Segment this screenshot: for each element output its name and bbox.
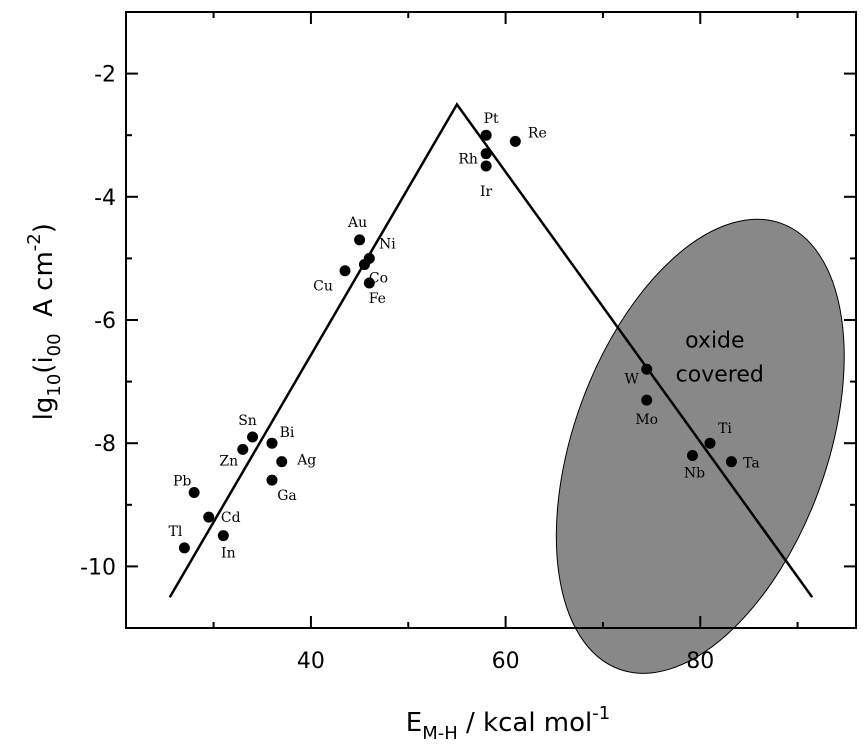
x-tick-label: 40 (297, 649, 325, 674)
x-axis-title-rest: / kcal mol (458, 708, 593, 738)
y-axis-title-sup: -2 (24, 233, 45, 251)
y-axis-title-pre: lg (29, 397, 59, 421)
y-axis-title: lg10(i00 A cm-2) (24, 198, 65, 461)
point-label-mo: Mo (635, 412, 658, 428)
y-tick-label: -2 (94, 63, 116, 88)
y-tick-label: -4 (94, 186, 116, 211)
point-label-pt: Pt (484, 111, 499, 127)
volcano-fit-line (168, 102, 814, 598)
point-label-nb: Nb (684, 466, 705, 482)
data-point-zn (237, 443, 249, 455)
data-point-co (358, 259, 370, 271)
point-label-ir: Ir (480, 184, 493, 200)
y-axis-title-sub2: 00 (44, 333, 65, 356)
y-axis-title-end: ) (29, 223, 59, 233)
point-label-sn: Sn (238, 413, 257, 429)
data-point-ir (480, 160, 492, 172)
point-label-in: In (221, 546, 236, 562)
point-label-cd: Cd (221, 510, 241, 526)
y-axis-title-post: A cm (29, 251, 59, 333)
data-point-ag (276, 456, 288, 468)
data-point-ga (266, 474, 278, 486)
region-label-covered: covered (676, 363, 764, 388)
data-point-cd (203, 511, 215, 523)
point-label-ag: Ag (296, 453, 316, 469)
point-label-ni: Ni (379, 236, 396, 252)
y-tick-label: -6 (94, 309, 116, 334)
x-tick-label: 80 (686, 649, 714, 674)
data-point-w (641, 363, 653, 375)
y-tick-label: -8 (94, 432, 116, 457)
point-label-ga: Ga (277, 488, 297, 504)
point-label-ta: Ta (743, 456, 760, 472)
region-label-oxide: oxide (685, 329, 744, 354)
point-label-cu: Cu (313, 279, 333, 295)
data-point-in (217, 530, 229, 542)
point-label-zn: Zn (219, 453, 238, 469)
data-point-ta (725, 456, 737, 468)
point-label-re: Re (528, 125, 547, 141)
y-axis-title-mid: (i (29, 356, 59, 373)
x-axis-title: EM-H / kcal mol-1 (406, 703, 610, 744)
point-label-rh: Rh (458, 152, 478, 168)
oxide-covered-region (555, 218, 845, 674)
data-point-tl (178, 542, 190, 554)
point-label-fe: Fe (369, 291, 386, 307)
point-label-tl: Tl (168, 524, 182, 540)
point-label-au: Au (347, 215, 367, 231)
x-axis-title-main: E (406, 708, 422, 738)
x-axis-title-sub: M-H (422, 723, 458, 744)
data-point-bi (266, 437, 278, 449)
data-point-re (509, 135, 521, 147)
data-point-mo (641, 394, 653, 406)
data-point-rh (480, 148, 492, 160)
data-point-ti (704, 437, 716, 449)
data-point-fe (363, 277, 375, 289)
data-point-nb (686, 450, 698, 462)
point-label-w: W (625, 371, 640, 387)
data-point-au (354, 234, 366, 246)
data-point-cu (339, 265, 351, 277)
data-point-sn (247, 431, 259, 443)
axis-ticks: 40 60 80 -2 -4 -6 -8 -10 (80, 12, 856, 674)
data-point-pb (188, 486, 200, 498)
x-tick-label: 60 (492, 649, 520, 674)
point-label-pb: Pb (173, 473, 191, 489)
x-axis-title-sup: -1 (592, 703, 610, 724)
y-tick-label: -10 (80, 555, 116, 580)
data-point-pt (480, 129, 492, 141)
y-axis-title-sub1: 10 (44, 374, 65, 397)
point-label-bi: Bi (280, 425, 295, 441)
point-label-ti: Ti (718, 421, 732, 437)
